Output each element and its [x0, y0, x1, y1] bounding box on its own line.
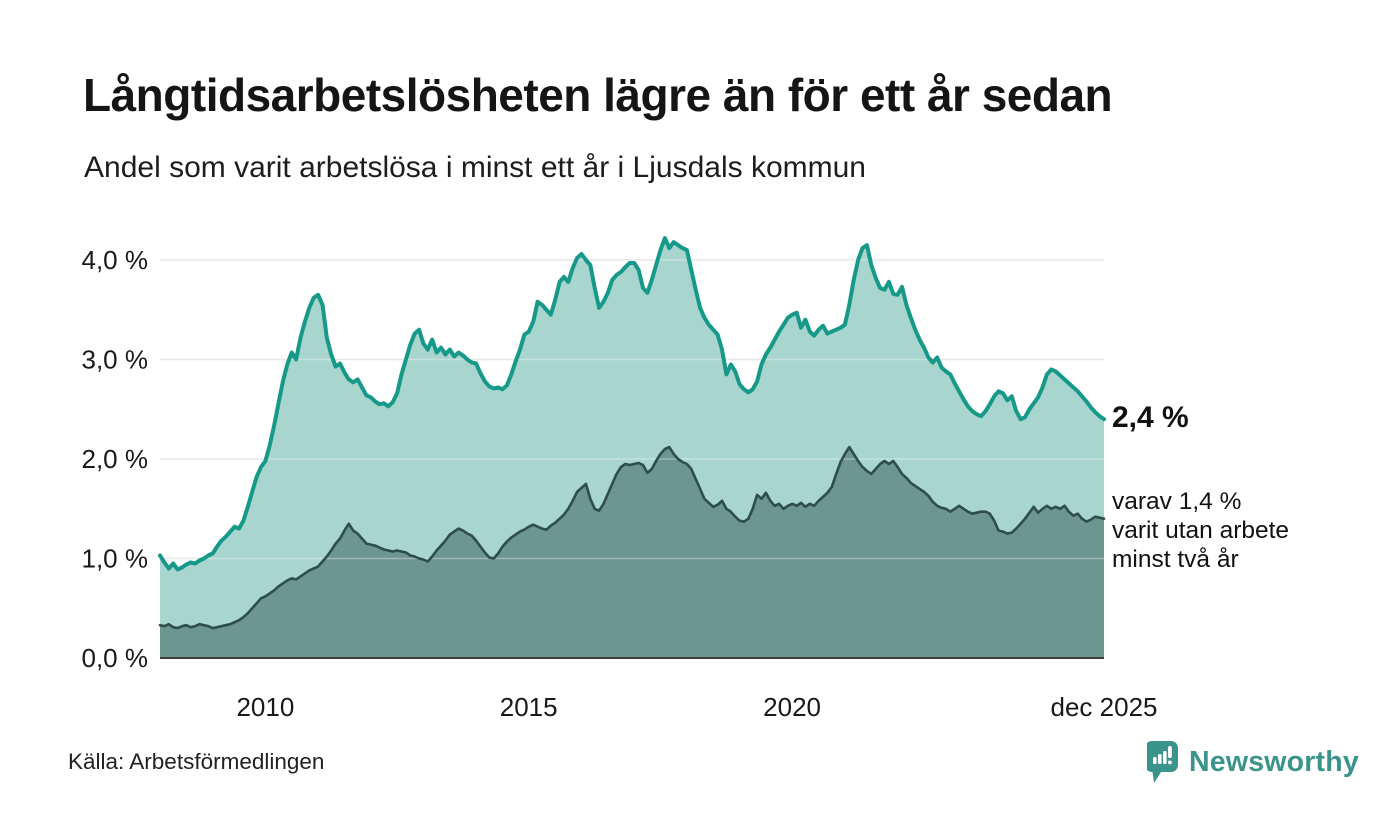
newsworthy-logo-icon	[1147, 741, 1178, 783]
two-year-annotation: varav 1,4 % varit utan arbete minst två …	[1112, 487, 1289, 574]
annotation-line: varav 1,4 %	[1112, 488, 1242, 515]
y-tick-label: 3,0 %	[82, 345, 149, 375]
newsworthy-logo-text: Newsworthy	[1189, 745, 1359, 778]
total-line	[158, 236, 1106, 572]
source-attribution: Källa: Arbetsförmedlingen	[68, 749, 325, 774]
annotation-line: varit utan arbete	[1112, 517, 1290, 544]
y-tick-label: 2,0 %	[82, 444, 149, 474]
two-year-line	[158, 445, 1106, 630]
x-tick-label: 2020	[763, 692, 821, 722]
two-year-area	[160, 447, 1104, 658]
newsworthy-logo: Newsworthy	[1147, 740, 1359, 784]
annotation-line: minst två år	[1112, 546, 1239, 573]
latest-total-value-label: 2,4 %	[1112, 401, 1189, 434]
x-tick-label: 2010	[236, 692, 294, 722]
y-tick-label: 4,0 %	[82, 245, 149, 275]
x-tick-label: dec 2025	[1051, 692, 1158, 722]
chart-title: Långtidsarbetslösheten lägre än för ett …	[83, 69, 1113, 121]
chart-subtitle: Andel som varit arbetslösa i minst ett å…	[84, 151, 866, 184]
x-tick-label: 2015	[500, 692, 558, 722]
y-tick-label: 0,0 %	[82, 643, 149, 673]
y-tick-label: 1,0 %	[82, 544, 149, 574]
